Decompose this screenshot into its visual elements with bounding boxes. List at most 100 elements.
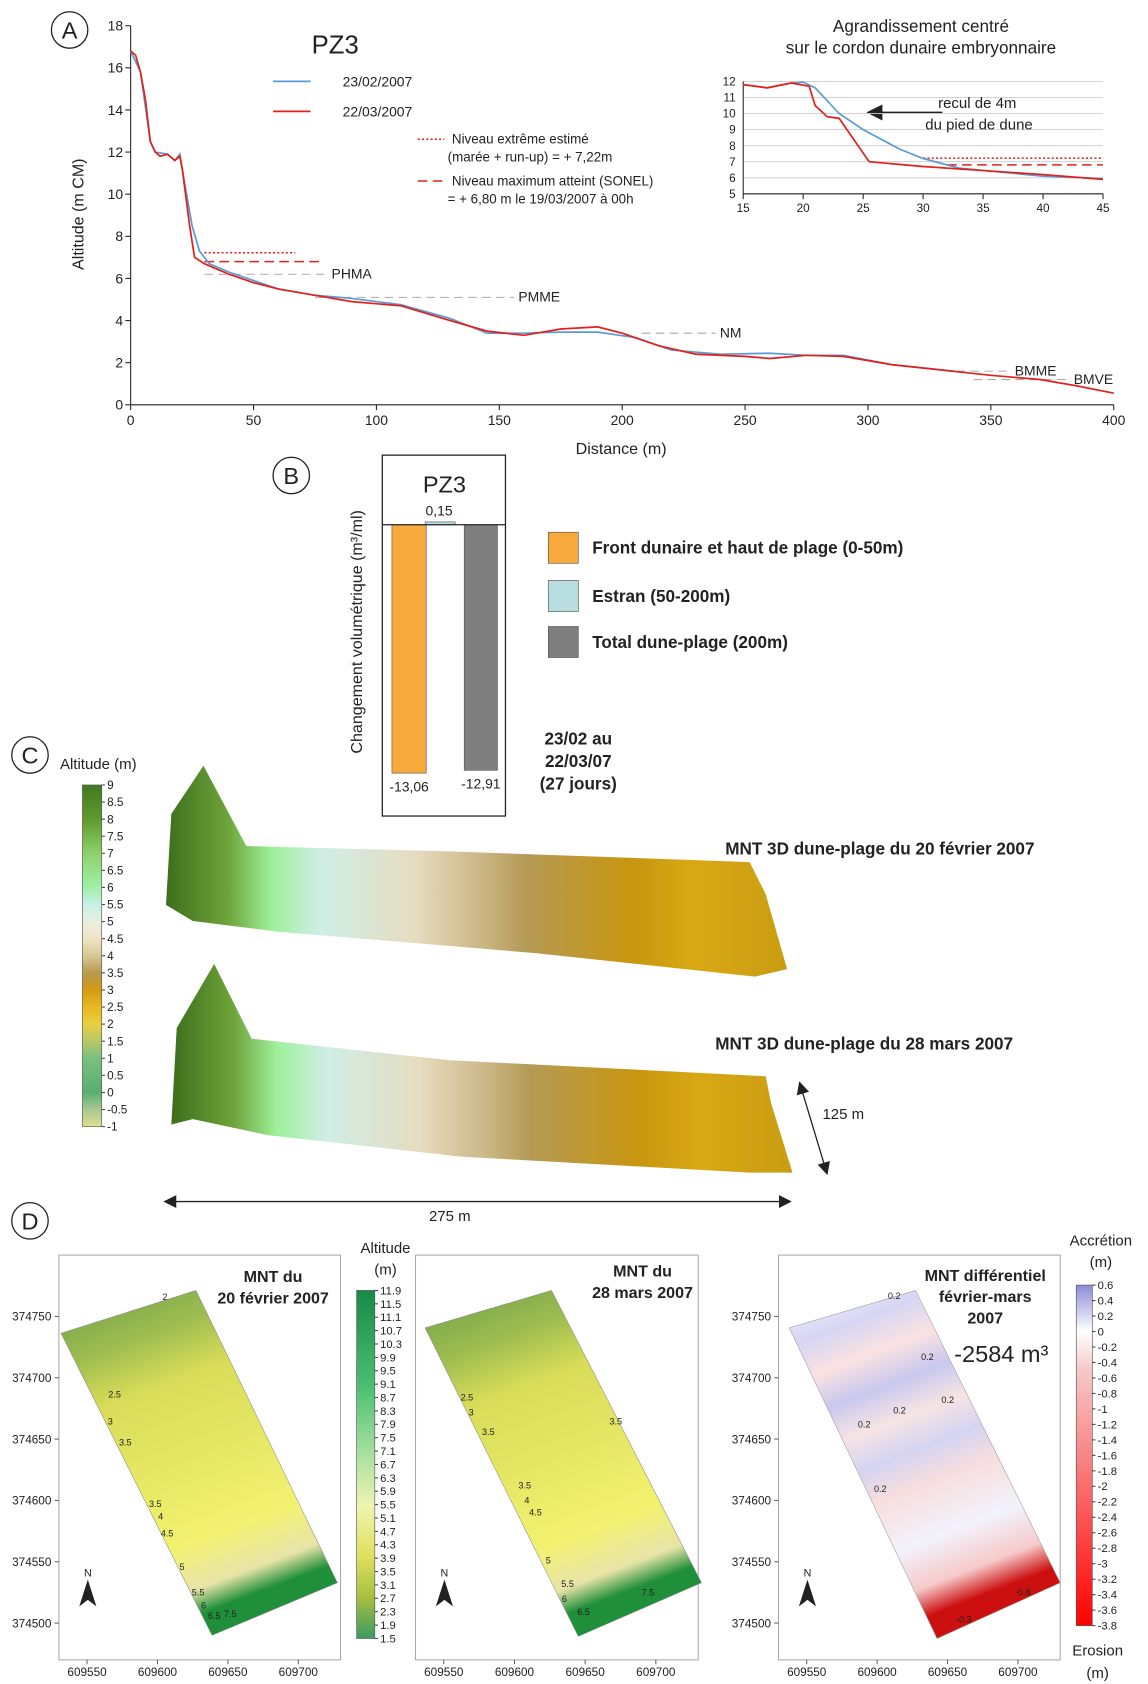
map-surface <box>60 1290 338 1636</box>
colorbar-title: Erosion <box>1072 1643 1123 1660</box>
panel-label: B <box>283 463 299 489</box>
north-arrow <box>798 1579 817 1607</box>
north-label: N <box>804 1567 812 1579</box>
colorbar-label: 0 <box>1098 1326 1104 1338</box>
colorbar <box>1075 1284 1093 1626</box>
map-title: 20 février 2007 <box>217 1289 329 1307</box>
colorbar-label: 3.1 <box>380 1580 396 1592</box>
colorbar-label: 8.7 <box>380 1392 396 1404</box>
colorbar-label: 6.3 <box>380 1473 396 1485</box>
volume-label: -2584 m³ <box>954 1341 1048 1367</box>
y-tick-label: 4 <box>115 312 123 328</box>
y-tick-label: 6 <box>115 270 123 286</box>
contour-label: 0.2 <box>893 1406 906 1416</box>
reference-label: BMME <box>1015 362 1057 378</box>
x-tick-label: 609650 <box>928 1666 968 1679</box>
legend-label: Total dune-plage (200m) <box>592 632 788 652</box>
y-tick-label: 0 <box>115 397 123 413</box>
y-tick-label: 374650 <box>732 1433 772 1446</box>
colorbar-label: -3.8 <box>1098 1621 1117 1633</box>
map-frame <box>778 1254 1061 1661</box>
contour-label: 0.2 <box>858 1420 871 1430</box>
map-title: 28 mars 2007 <box>592 1284 693 1302</box>
y-tick-label: 10 <box>108 186 124 202</box>
x-tick-label: 25 <box>857 202 871 215</box>
contour-label: 3.5 <box>518 1481 531 1491</box>
x-tick-label: 400 <box>1102 412 1125 428</box>
colorbar-label: 10.3 <box>380 1339 402 1351</box>
contour-label: 3 <box>108 1416 113 1426</box>
surface-3d <box>171 963 793 1173</box>
chart-title: PZ3 <box>423 472 466 498</box>
note: 23/02 au <box>544 728 612 748</box>
colorbar-label: 7.9 <box>380 1419 396 1431</box>
y-tick-label: 374650 <box>12 1433 52 1446</box>
x-tick-label: 609550 <box>67 1666 107 1679</box>
colorbar-label: -2.6 <box>1098 1528 1117 1540</box>
colorbar-label: 2.7 <box>380 1593 396 1605</box>
y-tick-label: 374550 <box>732 1556 772 1569</box>
reference-label: PHMA <box>332 266 373 282</box>
contour-label: 3 <box>469 1408 474 1418</box>
contour-label: 5 <box>180 1562 185 1572</box>
note: (27 jours) <box>540 773 617 793</box>
colorbar-label: 5.1 <box>380 1513 396 1525</box>
colorbar-label: 3.9 <box>380 1553 396 1565</box>
map-title: MNT différentiel <box>925 1267 1046 1285</box>
chart-title: PZ3 <box>312 32 359 60</box>
colorbar-label: 6 <box>107 882 114 895</box>
level-label: (marée + run-up) = + 7,22m <box>448 150 613 165</box>
contour-label: 6.5 <box>208 1611 221 1621</box>
contour-label: 0.2 <box>874 1484 887 1494</box>
north-label: N <box>84 1567 92 1579</box>
legend-swatch <box>547 531 579 564</box>
colorbar-label: 0.4 <box>1098 1295 1114 1307</box>
x-tick-label: 609650 <box>566 1666 606 1679</box>
colorbar-label: 8 <box>107 813 114 826</box>
colorbar-label: 7.1 <box>380 1446 396 1458</box>
y-tick-label: 374750 <box>732 1311 772 1324</box>
panel-label: A <box>62 18 78 44</box>
x-tick-label: 0 <box>127 412 135 428</box>
legend-swatch <box>547 626 579 658</box>
colorbar-label: -1.4 <box>1098 1435 1117 1447</box>
contour-label: 5.5 <box>561 1579 574 1589</box>
annotation: recul de 4m <box>938 95 1016 112</box>
colorbar-label: 4.7 <box>380 1526 396 1538</box>
x-tick-label: 20 <box>797 202 811 215</box>
contour-label: 6.5 <box>577 1607 590 1617</box>
colorbar-label: -1.2 <box>1098 1419 1117 1431</box>
colorbar-label: -3.4 <box>1098 1590 1117 1602</box>
x-tick-label: 609700 <box>279 1666 319 1679</box>
colorbar-label: 3 <box>107 984 114 997</box>
contour-label: 5.5 <box>192 1588 205 1598</box>
y-axis-label: Changement volumétrique (m³/ml) <box>348 510 366 753</box>
colorbar-label: 0.5 <box>107 1069 124 1082</box>
colorbar-label: 10.7 <box>380 1326 402 1338</box>
contour-label: -0.8 <box>1015 1588 1031 1598</box>
panel-badge <box>11 1201 49 1240</box>
x-tick-label: 609600 <box>857 1666 897 1679</box>
x-tick-label: 609700 <box>998 1666 1038 1679</box>
series-line <box>743 82 1104 181</box>
dimension-label: 125 m <box>822 1106 864 1123</box>
colorbar-label: 8.5 <box>107 796 124 809</box>
colorbar-title: (m) <box>374 1261 396 1278</box>
colorbar-label: 9.1 <box>380 1379 396 1391</box>
y-tick-label: 5 <box>729 188 736 201</box>
contour-label: 2.5 <box>461 1393 474 1403</box>
legend-swatch <box>547 580 579 612</box>
map-surface <box>788 1290 1061 1639</box>
colorbar-label: -3.2 <box>1098 1574 1117 1586</box>
contour-label: 3.5 <box>149 1499 162 1509</box>
colorbar-label: 4 <box>107 950 114 963</box>
x-tick-label: 350 <box>979 412 1002 428</box>
colorbar-label: 11.1 <box>380 1312 401 1324</box>
contour-label: 7.5 <box>224 1609 237 1619</box>
surface-label: MNT 3D dune-plage du 20 février 2007 <box>725 839 1034 859</box>
colorbar-label: 5 <box>107 916 114 929</box>
bar <box>463 524 498 771</box>
colorbar-label: 9.5 <box>380 1366 396 1378</box>
y-tick-label: 6 <box>729 172 736 185</box>
y-tick-label: 12 <box>723 76 736 89</box>
